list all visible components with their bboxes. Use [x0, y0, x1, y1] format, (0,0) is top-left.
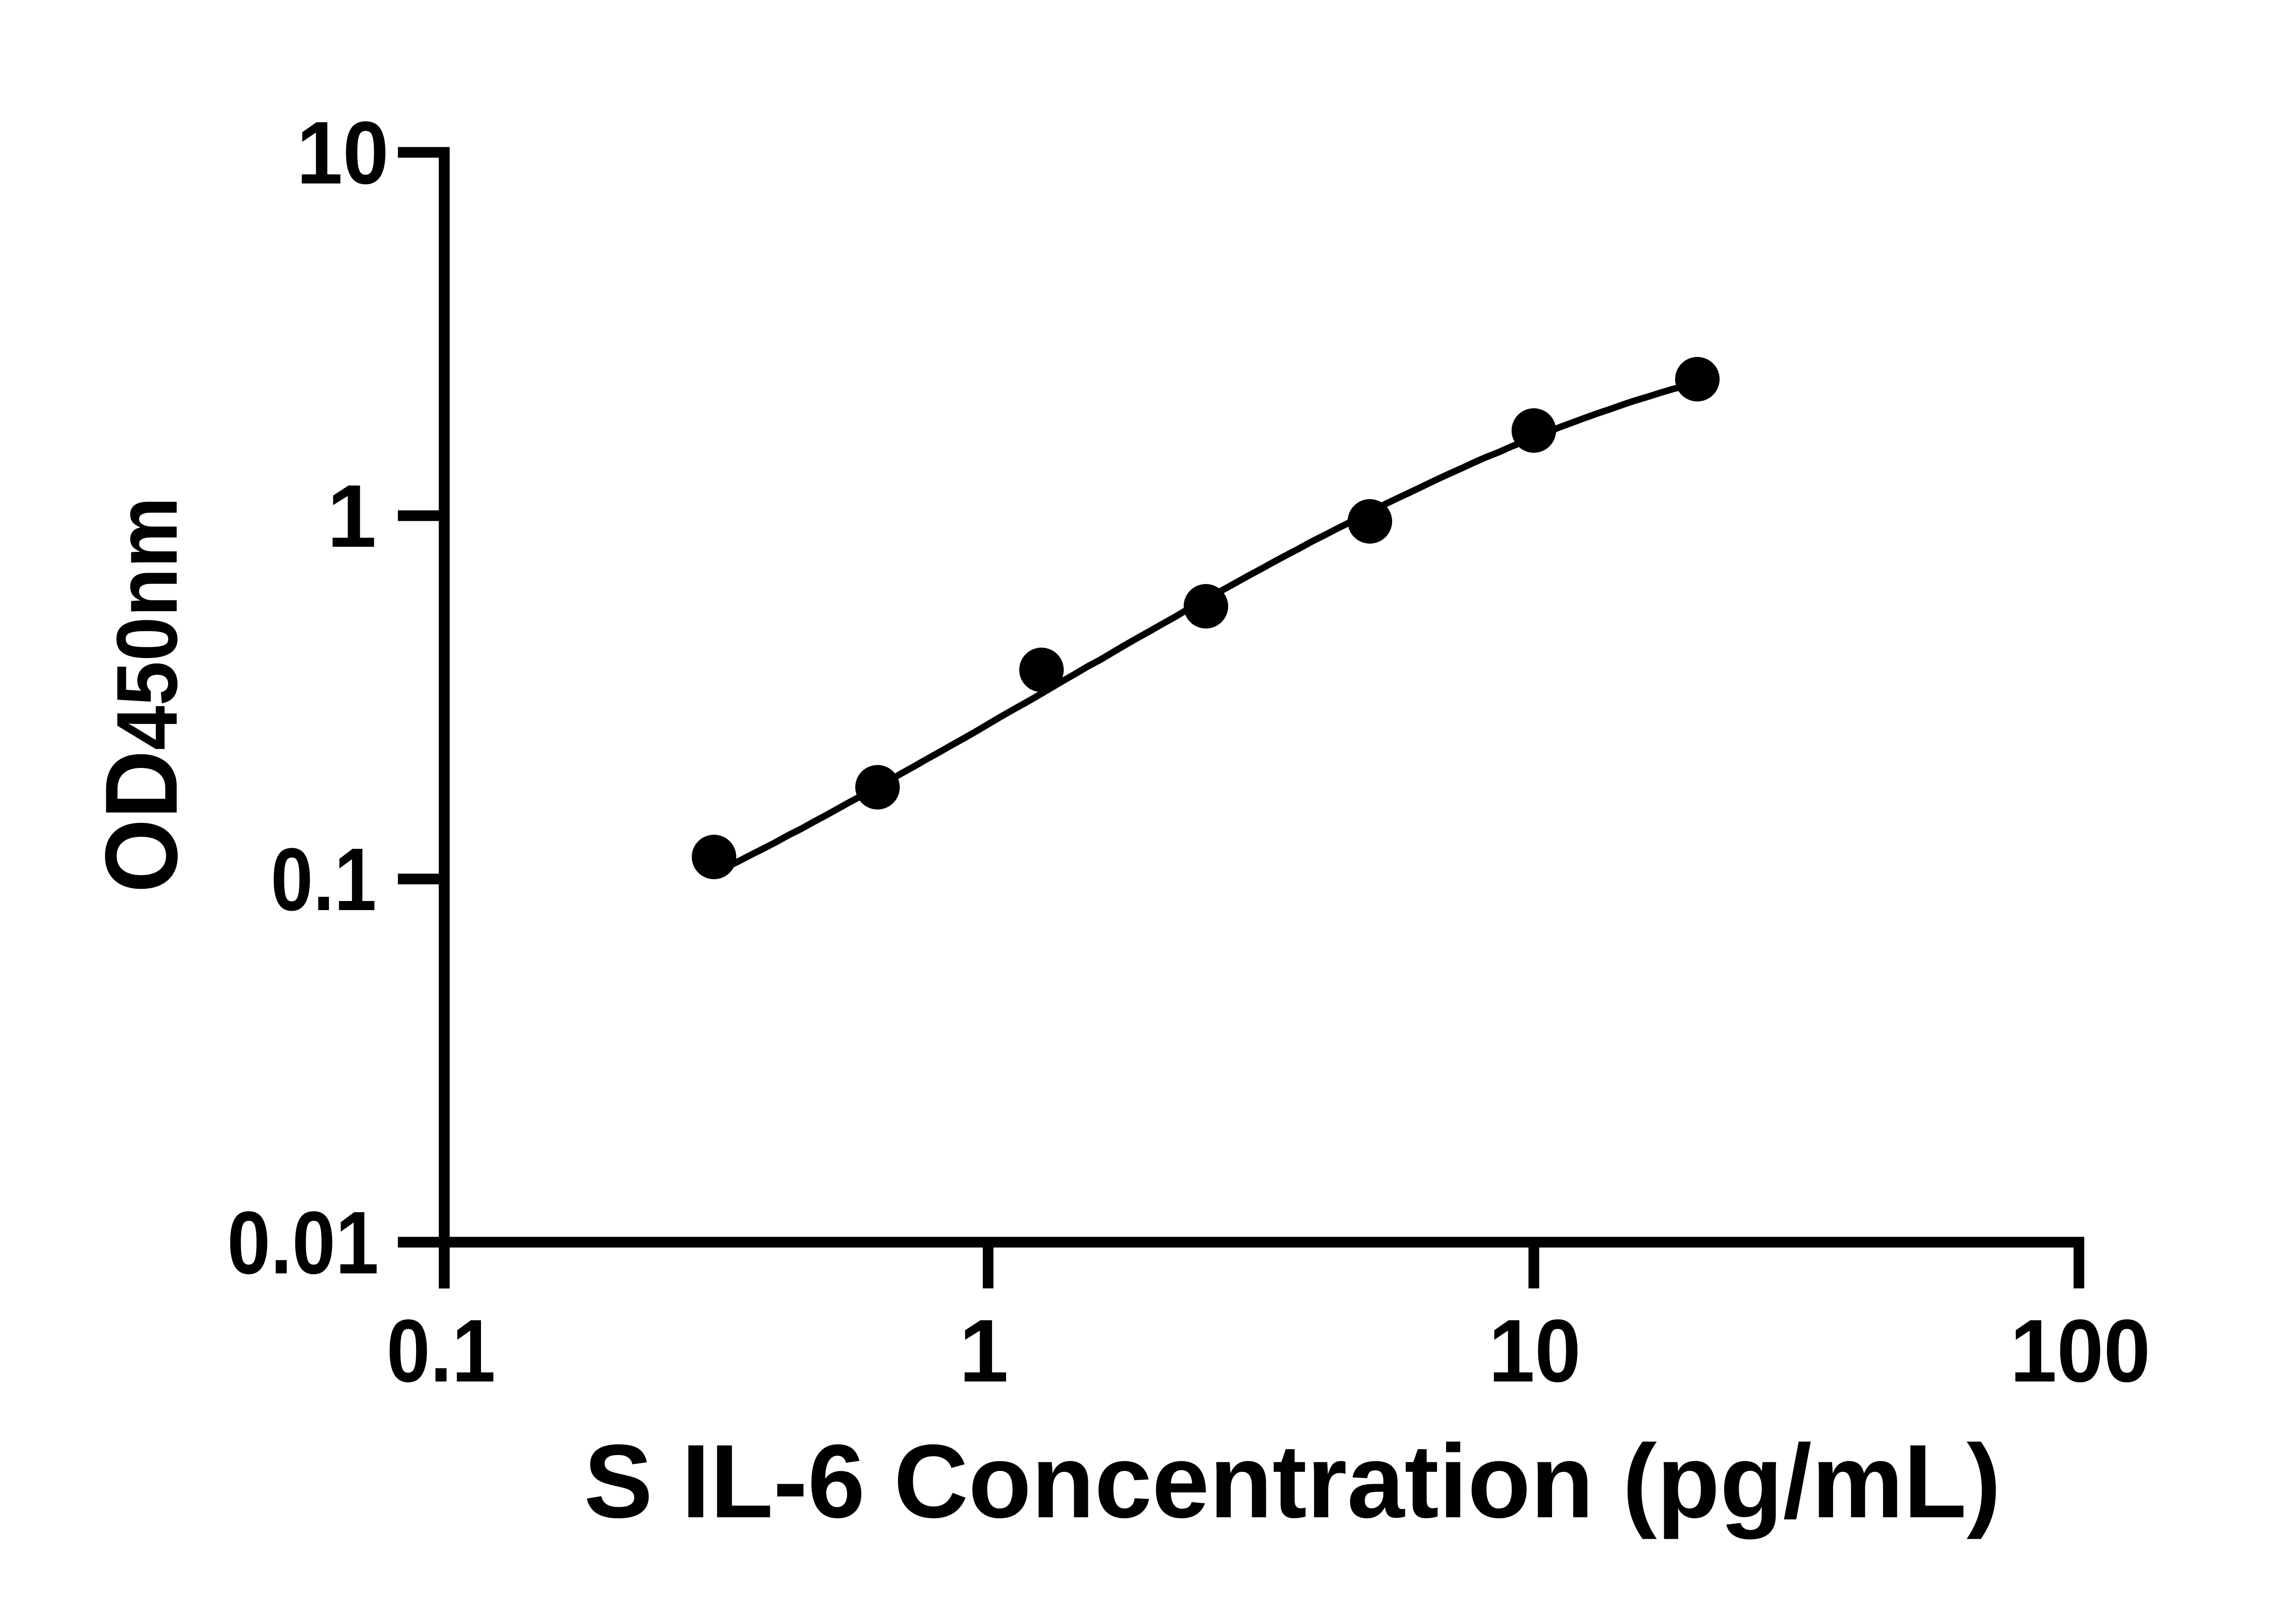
svg-text:100: 100: [2010, 1301, 2151, 1401]
svg-text:10: 10: [297, 103, 389, 203]
svg-text:1: 1: [959, 1301, 1008, 1401]
svg-text:S IL-6 Concentration (pg/mL): S IL-6 Concentration (pg/mL): [584, 1423, 2001, 1540]
svg-text:OD450nm: OD450nm: [84, 497, 198, 893]
svg-text:0.1: 0.1: [387, 1301, 496, 1401]
svg-text:0.01: 0.01: [227, 1193, 379, 1292]
svg-text:0.1: 0.1: [271, 830, 377, 929]
svg-text:1: 1: [327, 466, 377, 566]
svg-text:10: 10: [1489, 1301, 1581, 1401]
